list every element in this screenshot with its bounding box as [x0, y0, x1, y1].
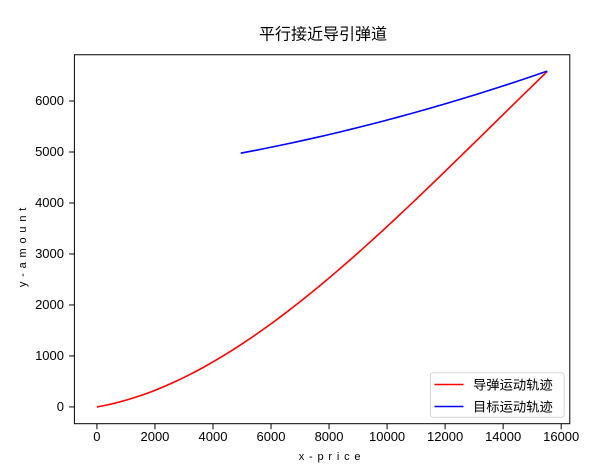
svg-text:目标运动轨迹: 目标运动轨迹: [473, 399, 553, 414]
svg-text:12000: 12000: [427, 429, 463, 444]
svg-text:4000: 4000: [199, 429, 228, 444]
svg-text:y-amount: y-amount: [17, 203, 29, 287]
svg-text:14000: 14000: [485, 429, 521, 444]
svg-text:导弹运动轨迹: 导弹运动轨迹: [473, 377, 553, 392]
svg-text:16000: 16000: [543, 429, 579, 444]
svg-text:3000: 3000: [35, 246, 64, 261]
svg-text:2000: 2000: [35, 297, 64, 312]
svg-text:2000: 2000: [140, 429, 169, 444]
svg-text:8000: 8000: [315, 429, 344, 444]
svg-text:平行接近导引弹道: 平行接近导引弹道: [259, 26, 387, 44]
svg-text:6000: 6000: [257, 429, 286, 444]
svg-text:1000: 1000: [35, 348, 64, 363]
svg-text:x-price: x-price: [299, 451, 366, 463]
svg-text:5000: 5000: [35, 144, 64, 159]
svg-text:4000: 4000: [35, 195, 64, 210]
svg-text:6000: 6000: [35, 93, 64, 108]
svg-text:10000: 10000: [369, 429, 405, 444]
svg-text:0: 0: [57, 399, 64, 414]
svg-text:0: 0: [93, 429, 100, 444]
